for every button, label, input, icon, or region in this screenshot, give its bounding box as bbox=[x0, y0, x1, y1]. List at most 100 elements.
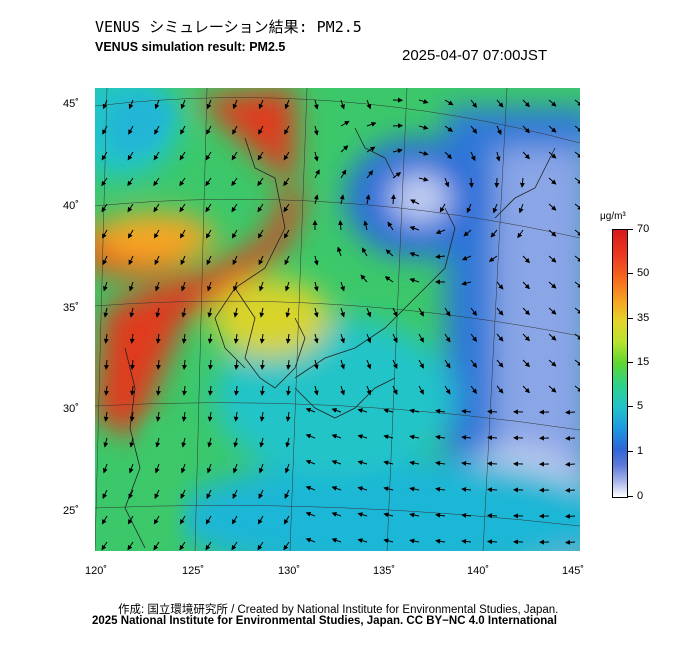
wind-arrow bbox=[548, 151, 557, 159]
wind-arrow bbox=[565, 513, 576, 519]
wind-arrow bbox=[206, 489, 212, 500]
wind-arrow bbox=[285, 411, 291, 422]
wind-arrow bbox=[127, 541, 134, 551]
wind-arrow bbox=[522, 99, 530, 108]
colorbar-tick bbox=[628, 406, 633, 407]
wind-arrow bbox=[418, 99, 429, 104]
wind-arrow bbox=[409, 408, 420, 414]
wind-arrow bbox=[435, 460, 446, 466]
wind-arrow bbox=[470, 385, 477, 395]
wind-arrow bbox=[366, 359, 372, 370]
wind-arrow bbox=[232, 463, 238, 474]
wind-arrow bbox=[565, 487, 576, 493]
wind-arrow bbox=[522, 125, 530, 134]
wind-arrow bbox=[285, 333, 291, 344]
wind-arrow bbox=[283, 515, 290, 525]
wind-arrow bbox=[470, 359, 477, 369]
wind-arrow bbox=[461, 512, 472, 518]
wind-arrow bbox=[207, 437, 213, 448]
wind-arrow bbox=[207, 307, 213, 318]
wind-arrow bbox=[127, 151, 134, 161]
wind-arrow bbox=[285, 307, 291, 318]
wind-arrow bbox=[180, 99, 186, 110]
wind-arrow bbox=[461, 408, 472, 414]
wind-arrow bbox=[179, 203, 186, 213]
wind-arrow bbox=[444, 99, 454, 106]
wind-arrow bbox=[565, 409, 576, 415]
wind-arrow bbox=[101, 515, 108, 525]
wind-arrow bbox=[519, 177, 525, 188]
wind-arrow bbox=[155, 437, 161, 448]
wind-arrow bbox=[385, 249, 394, 257]
wind-arrow bbox=[409, 538, 420, 544]
wind-arrow bbox=[232, 229, 238, 239]
wind-arrow bbox=[284, 489, 290, 500]
wind-arrow bbox=[387, 221, 394, 231]
wind-arrow bbox=[206, 463, 212, 474]
wind-arrow bbox=[257, 177, 264, 187]
wind-arrow bbox=[154, 229, 160, 239]
wind-arrow bbox=[180, 229, 186, 239]
wind-arrow bbox=[331, 538, 342, 543]
wind-arrow bbox=[206, 99, 212, 110]
wind-arrow bbox=[154, 255, 160, 266]
wind-arrow bbox=[574, 281, 580, 289]
wind-arrow bbox=[258, 255, 264, 266]
wind-arrow bbox=[181, 281, 186, 292]
wind-arrow bbox=[496, 281, 504, 290]
wind-arrow bbox=[232, 255, 238, 266]
wind-arrow bbox=[357, 486, 368, 492]
wind-arrow bbox=[390, 194, 396, 205]
colorbar-label-50: 50 bbox=[637, 267, 650, 279]
wind-arrow bbox=[548, 359, 557, 367]
wind-arrow bbox=[366, 146, 376, 153]
wind-arrow bbox=[179, 177, 186, 187]
coastlines bbox=[124, 127, 556, 549]
wind-arrow bbox=[337, 246, 342, 257]
wind-arrow bbox=[305, 407, 316, 413]
wind-arrow bbox=[259, 281, 264, 292]
wind-arrow bbox=[340, 99, 345, 110]
wind-arrow bbox=[522, 281, 530, 290]
wind-arrow bbox=[179, 515, 186, 525]
graticule bbox=[95, 88, 580, 551]
wind-arrow bbox=[283, 177, 290, 187]
credit-line-jp: 作成: 国立環境研究所 / Created by National Instit… bbox=[118, 604, 559, 616]
wind-arrow bbox=[232, 125, 238, 135]
wind-arrow bbox=[496, 99, 504, 108]
wind-vectors bbox=[101, 97, 580, 551]
wind-arrow bbox=[283, 203, 290, 213]
wind-arrow bbox=[574, 99, 580, 107]
wind-arrow bbox=[154, 99, 160, 110]
wind-arrow bbox=[103, 333, 109, 344]
wind-arrow bbox=[409, 278, 420, 283]
wind-arrow bbox=[305, 537, 316, 543]
lon-label-140: 140˚ bbox=[467, 565, 490, 577]
wind-arrow bbox=[154, 489, 160, 500]
wind-arrow bbox=[129, 281, 134, 292]
wind-arrow bbox=[258, 229, 264, 239]
wind-arrow bbox=[435, 434, 446, 440]
wind-arrow bbox=[154, 125, 160, 135]
wind-arrow bbox=[574, 229, 580, 237]
colorbar bbox=[612, 229, 628, 498]
wind-arrow bbox=[487, 487, 498, 493]
wind-arrow bbox=[565, 461, 576, 467]
wind-arrow bbox=[366, 121, 377, 127]
wind-arrow bbox=[444, 151, 453, 160]
colorbar-tick bbox=[628, 362, 633, 363]
wind-arrow bbox=[361, 247, 368, 257]
wind-arrow bbox=[340, 120, 350, 127]
wind-arrow bbox=[366, 385, 372, 396]
colorbar-label-15: 15 bbox=[637, 356, 650, 368]
wind-arrow bbox=[340, 385, 345, 396]
wind-arrow bbox=[409, 460, 420, 466]
wind-arrow bbox=[565, 539, 576, 545]
wind-arrow bbox=[233, 333, 239, 344]
wind-arrow bbox=[181, 437, 187, 448]
wind-arrow bbox=[340, 333, 345, 344]
wind-arrow bbox=[383, 486, 394, 492]
colorbar-unit: μg/m³ bbox=[600, 211, 626, 222]
wind-arrow bbox=[340, 359, 345, 370]
wind-arrow bbox=[103, 307, 109, 318]
